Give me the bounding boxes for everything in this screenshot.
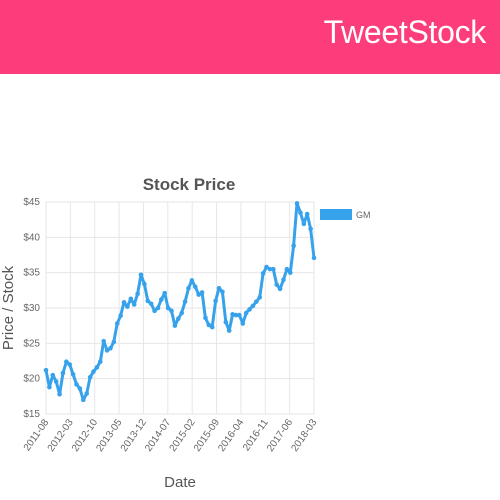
y-tick-label: $30 — [23, 303, 40, 314]
data-point[interactable] — [190, 278, 195, 283]
data-point[interactable] — [237, 313, 242, 318]
data-point[interactable] — [88, 375, 93, 380]
data-point[interactable] — [142, 282, 147, 287]
data-point[interactable] — [203, 316, 208, 321]
data-point[interactable] — [285, 267, 290, 272]
data-point[interactable] — [271, 267, 276, 272]
data-point[interactable] — [112, 340, 117, 345]
data-point[interactable] — [78, 386, 83, 391]
data-point[interactable] — [95, 365, 100, 370]
data-point[interactable] — [200, 290, 205, 295]
data-point[interactable] — [298, 210, 303, 215]
data-point[interactable] — [57, 392, 62, 397]
y-axis-title: Price / Stock — [0, 265, 17, 350]
chart-title: Stock Price — [143, 175, 236, 194]
x-axis-ticks: 2011-082012-032012-102013-052013-122014-… — [22, 417, 320, 454]
data-point[interactable] — [210, 325, 215, 330]
data-point[interactable] — [291, 244, 296, 249]
data-point[interactable] — [71, 372, 76, 377]
data-point[interactable] — [118, 313, 123, 318]
data-point[interactable] — [135, 292, 140, 297]
data-point[interactable] — [44, 368, 49, 373]
data-point[interactable] — [183, 299, 188, 304]
data-point[interactable] — [193, 285, 198, 290]
data-point[interactable] — [50, 373, 55, 378]
data-point[interactable] — [254, 299, 259, 304]
data-point[interactable] — [47, 385, 52, 390]
y-tick-label: $40 — [23, 232, 40, 243]
y-tick-label: $15 — [23, 409, 40, 420]
data-point[interactable] — [101, 339, 106, 344]
app-brand-title[interactable]: TweetStock — [324, 14, 486, 51]
data-point[interactable] — [227, 328, 232, 333]
data-point[interactable] — [132, 302, 137, 307]
data-point[interactable] — [179, 311, 184, 316]
legend-swatch-gm[interactable] — [320, 209, 352, 220]
y-tick-label: $25 — [23, 338, 40, 349]
app-header: TweetStock — [0, 0, 500, 74]
data-point[interactable] — [159, 297, 164, 302]
y-axis-ticks: $15 $20 $25 $30 $35 $40 $45 — [23, 197, 40, 420]
data-point[interactable] — [61, 371, 66, 376]
stock-price-chart: Stock Price $15 $20 $25 $30 $35 $40 $45 2011-0… — [0, 160, 500, 500]
y-tick-label: $20 — [23, 374, 40, 385]
data-point[interactable] — [156, 306, 161, 311]
data-point[interactable] — [186, 286, 191, 291]
chart-grid — [46, 202, 314, 414]
chart-legend[interactable]: GM — [320, 209, 371, 220]
data-point[interactable] — [84, 391, 89, 396]
y-tick-label: $35 — [23, 268, 40, 279]
data-point[interactable] — [251, 304, 256, 309]
data-point[interactable] — [54, 379, 59, 384]
data-point[interactable] — [129, 297, 134, 302]
data-point[interactable] — [261, 271, 266, 276]
data-point[interactable] — [81, 398, 86, 403]
data-point[interactable] — [308, 227, 313, 232]
data-point[interactable] — [312, 256, 317, 261]
series-gm — [44, 201, 317, 402]
data-point[interactable] — [223, 320, 228, 325]
data-point[interactable] — [302, 222, 307, 227]
data-point[interactable] — [122, 300, 127, 305]
data-point[interactable] — [217, 286, 222, 291]
data-point[interactable] — [162, 291, 167, 296]
data-point[interactable] — [115, 321, 120, 326]
data-point[interactable] — [139, 272, 144, 277]
data-point[interactable] — [288, 270, 293, 275]
data-point[interactable] — [240, 321, 245, 326]
x-tick-label: 2018-03 — [289, 417, 319, 454]
chart-canvas: Stock Price $15 $20 $25 $30 $35 $40 $45 2011-0… — [0, 160, 500, 500]
data-point[interactable] — [91, 369, 96, 374]
data-point[interactable] — [247, 307, 252, 312]
data-point[interactable] — [305, 212, 310, 217]
data-point[interactable] — [173, 323, 178, 328]
data-point[interactable] — [244, 311, 249, 316]
data-point[interactable] — [274, 282, 279, 287]
data-point[interactable] — [108, 346, 113, 351]
y-tick-label: $45 — [23, 197, 40, 208]
legend-label-gm[interactable]: GM — [356, 210, 371, 220]
data-point[interactable] — [149, 301, 154, 306]
data-point[interactable] — [281, 277, 286, 282]
series-line-gm — [46, 203, 314, 400]
data-point[interactable] — [278, 287, 283, 292]
data-point[interactable] — [169, 309, 174, 314]
data-point[interactable] — [295, 201, 300, 206]
data-point[interactable] — [67, 362, 72, 367]
x-axis-title: Date — [164, 474, 196, 491]
data-point[interactable] — [98, 359, 103, 364]
data-point[interactable] — [220, 289, 225, 294]
data-point[interactable] — [74, 382, 79, 387]
data-point[interactable] — [176, 316, 181, 321]
data-point[interactable] — [213, 299, 218, 304]
data-point[interactable] — [125, 304, 130, 309]
data-point[interactable] — [257, 295, 262, 300]
